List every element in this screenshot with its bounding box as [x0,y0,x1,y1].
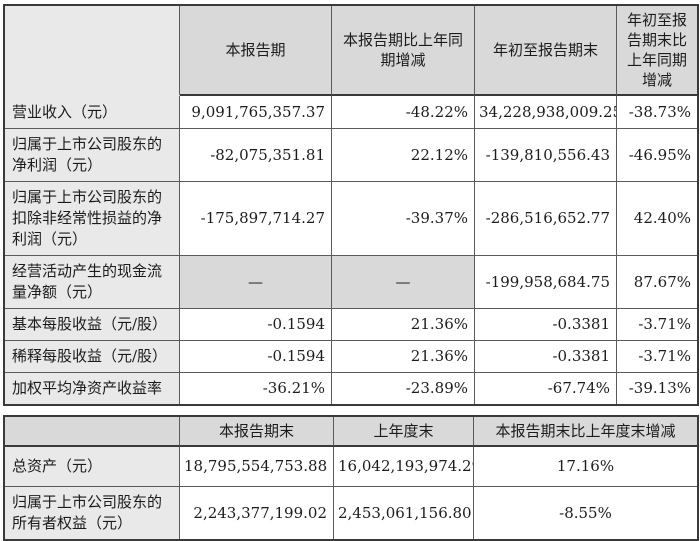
financial-report-page: 本报告期 本报告期比上年同期增减 年初至报告期末 年初至报告期末比上年同期增减 … [0,4,700,541]
cell-value: -48.22% [332,96,475,129]
cell-value: -199,958,684.75 [475,256,617,309]
cell-value: 2,243,377,199.02 [180,487,334,539]
cell-value: -0.1594 [180,309,332,341]
row-label: 经营活动产生的现金流量净额（元） [5,256,180,309]
col-header-prior-year-end: 上年度末 [334,417,474,447]
cell-value: -8.55% [474,487,697,539]
cell-value: -0.1594 [180,341,332,373]
cell-empty-dash: — [332,256,475,309]
table-header-row: 本报告期末 上年度末 本报告期末比上年度末增减 [5,417,697,447]
table-row-net-profit: 归属于上市公司股东的净利润（元） -82,075,351.81 22.12% -… [5,129,697,182]
cell-value: -36.21% [180,373,332,404]
cell-value: -3.71% [617,341,697,373]
row-label: 加权平均净资产收益率 [5,373,180,404]
col-header-ytd: 年初至报告期末 [475,6,617,96]
cell-value: 2,453,061,156.80 [334,487,474,539]
cell-value: -286,516,652.77 [475,182,617,256]
cell-value: 18,795,554,753.88 [180,447,334,487]
table-row-revenue: 营业收入（元） 9,091,765,357.37 -48.22% 34,228,… [5,96,697,129]
col-header-yoy-change: 本报告期比上年同期增减 [332,6,475,96]
cell-value: 22.12% [332,129,475,182]
cell-value: -23.89% [332,373,475,404]
key-financials-quarter-table: 本报告期 本报告期比上年同期增减 年初至报告期末 年初至报告期末比上年同期增减 … [3,4,699,406]
col-header-period-end: 本报告期末 [180,417,334,447]
table-row-operating-cash-flow: 经营活动产生的现金流量净额（元） — — -199,958,684.75 87.… [5,256,697,309]
table-row-weighted-avg-roe: 加权平均净资产收益率 -36.21% -23.89% -67.74% -39.1… [5,373,697,404]
cell-empty-dash: — [180,256,332,309]
cell-value: 42.40% [617,182,697,256]
table-row-diluted-eps: 稀释每股收益（元/股） -0.1594 21.36% -0.3381 -3.71… [5,341,697,373]
row-label: 稀释每股收益（元/股） [5,341,180,373]
cell-value: 87.67% [617,256,697,309]
row-label: 营业收入（元） [5,96,180,129]
table-header-row: 本报告期 本报告期比上年同期增减 年初至报告期末 年初至报告期末比上年同期增减 [5,6,697,96]
table-row-basic-eps: 基本每股收益（元/股） -0.1594 21.36% -0.3381 -3.71… [5,309,697,341]
cell-value: -139,810,556.43 [475,129,617,182]
cell-value: 21.36% [332,309,475,341]
cell-value: 17.16% [474,447,697,487]
cell-value: 21.36% [332,341,475,373]
row-label: 归属于上市公司股东的扣除非经常性损益的净利润（元） [5,182,180,256]
cell-value: 16,042,193,974.29 [334,447,474,487]
cell-value: 34,228,938,009.25 [475,96,617,129]
table-row-equity-attributable-to-shareholders: 归属于上市公司股东的所有者权益（元） 2,243,377,199.02 2,45… [5,487,697,539]
table-row-net-profit-excl-nonrecurring: 归属于上市公司股东的扣除非经常性损益的净利润（元） -175,897,714.2… [5,182,697,256]
row-label: 归属于上市公司股东的净利润（元） [5,129,180,182]
cell-value: -0.3381 [475,309,617,341]
cell-value: -46.95% [617,129,697,182]
cell-value: -39.37% [332,182,475,256]
col-header-ytd-yoy-change: 年初至报告期末比上年同期增减 [617,6,697,96]
cell-value: -39.13% [617,373,697,404]
corner-blank-cell [5,6,180,96]
cell-value: -38.73% [617,96,697,129]
cell-value: -175,897,714.27 [180,182,332,256]
row-label: 归属于上市公司股东的所有者权益（元） [5,487,180,539]
table-row-total-assets: 总资产（元） 18,795,554,753.88 16,042,193,974.… [5,447,697,487]
cell-value: -82,075,351.81 [180,129,332,182]
cell-value: -3.71% [617,309,697,341]
period-end-balance-table: 本报告期末 上年度末 本报告期末比上年度末增减 总资产（元） 18,795,55… [3,415,699,541]
col-header-change-vs-prior-year-end: 本报告期末比上年度末增减 [474,417,697,447]
row-label: 总资产（元） [5,447,180,487]
cell-value: -67.74% [475,373,617,404]
cell-value: -0.3381 [475,341,617,373]
cell-value: 9,091,765,357.37 [180,96,332,129]
row-label: 基本每股收益（元/股） [5,309,180,341]
col-header-current-period: 本报告期 [180,6,332,96]
corner-blank-cell [5,417,180,447]
